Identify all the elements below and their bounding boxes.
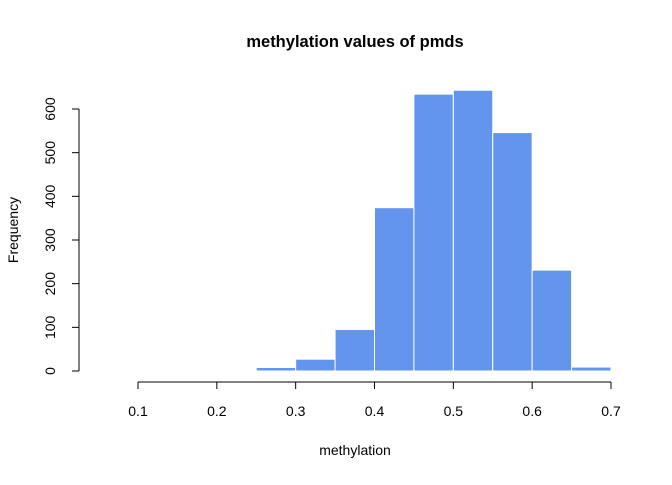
- y-tick-label-6: 600: [42, 97, 58, 121]
- histogram-bar-8: [571, 366, 612, 372]
- histogram-bar-7: [531, 269, 573, 372]
- histogram-bar-3: [374, 207, 415, 372]
- histogram-bar-1: [295, 358, 336, 372]
- y-tick-label-2: 200: [42, 272, 58, 296]
- y-tick-label-3: 300: [42, 228, 58, 252]
- histogram-bar-2: [334, 329, 376, 372]
- y-axis-label: Frequency: [5, 197, 21, 263]
- x-tick-label-3: 0.4: [365, 403, 385, 419]
- y-axis: 0 100 200 300 400 500 600: [42, 97, 80, 375]
- x-tick-label-4: 0.5: [444, 403, 464, 419]
- x-tick-label-0: 0.1: [128, 403, 148, 419]
- y-tick-label-0: 0: [42, 367, 58, 375]
- histogram-bar-0: [255, 367, 297, 372]
- x-tick-label-1: 0.2: [207, 403, 227, 419]
- histogram-bars: [255, 89, 612, 372]
- x-axis-label: methylation: [319, 442, 391, 458]
- chart-title: methylation values of pmds: [246, 33, 463, 51]
- x-axis: 0.1 0.2 0.3 0.4 0.5 0.6 0.7: [128, 381, 621, 419]
- histogram-bar-5: [452, 89, 494, 372]
- x-tick-label-2: 0.3: [286, 403, 306, 419]
- histogram-bar-4: [413, 93, 454, 372]
- histogram-bar-6: [492, 132, 533, 372]
- y-tick-label-4: 400: [42, 184, 58, 208]
- y-tick-label-1: 100: [42, 315, 58, 339]
- x-tick-label-5: 0.6: [522, 403, 542, 419]
- y-tick-label-5: 500: [42, 141, 58, 165]
- x-tick-label-6: 0.7: [601, 403, 621, 419]
